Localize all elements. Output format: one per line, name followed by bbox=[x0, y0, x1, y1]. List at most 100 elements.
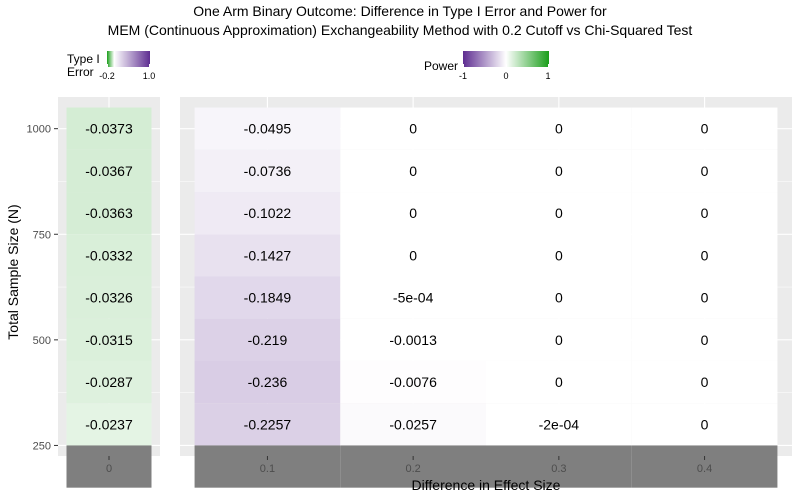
heatmap-cell bbox=[486, 276, 632, 319]
heatmap-cell bbox=[66, 276, 152, 319]
cell-label: -0.0315 bbox=[85, 332, 133, 348]
heatmap-cell bbox=[194, 192, 341, 235]
y-tick-label: 250 bbox=[33, 440, 51, 452]
heatmap-cell bbox=[340, 445, 486, 488]
heatmap-cell bbox=[66, 360, 152, 404]
heatmap-cell bbox=[66, 234, 152, 277]
power-legend-colorbar bbox=[463, 51, 549, 67]
cell-label: -0.0373 bbox=[85, 121, 133, 137]
heatmap-cell bbox=[631, 403, 778, 446]
x-tick-label: 0.3 bbox=[551, 463, 566, 475]
chart-title-line-1: One Arm Binary Outcome: Difference in Ty… bbox=[193, 3, 607, 19]
heatmap-cell bbox=[631, 318, 778, 361]
power-legend-title: Power bbox=[424, 59, 459, 73]
y-tick-label: 500 bbox=[33, 335, 51, 347]
power-legend-tick-min: -1 bbox=[458, 71, 468, 81]
type1-legend-tickmark-max bbox=[149, 64, 150, 67]
power-legend-tickmark-mid bbox=[506, 64, 507, 67]
x-tick-label: 0.2 bbox=[405, 463, 420, 475]
type1-legend-title-line-2: Error bbox=[67, 65, 94, 79]
chart-title: One Arm Binary Outcome: Difference in Ty… bbox=[0, 2, 800, 40]
cell-label: 0 bbox=[409, 163, 417, 179]
heatmap-cell bbox=[486, 192, 632, 235]
heatmap-cell bbox=[66, 445, 152, 488]
heatmap-cell bbox=[194, 445, 341, 488]
cell-label: 0 bbox=[701, 416, 709, 432]
heatmap-cell bbox=[631, 360, 778, 404]
cell-label: 0 bbox=[555, 163, 563, 179]
cell-label: 0 bbox=[701, 247, 709, 263]
heatmap-cell bbox=[486, 318, 632, 361]
cell-label: 0 bbox=[701, 121, 709, 137]
type1-legend-tick-max: 1.0 bbox=[142, 71, 156, 81]
type1-legend-tickmark-min bbox=[107, 64, 108, 67]
heatmap-cell bbox=[194, 318, 341, 361]
y-tick-label: 1000 bbox=[27, 124, 51, 136]
heatmap-cell bbox=[631, 445, 778, 488]
x-tick-label: 0.4 bbox=[697, 463, 712, 475]
cell-label: 0 bbox=[701, 332, 709, 348]
y-axis-label: Total Sample Size (N) bbox=[5, 204, 21, 340]
cell-label: 0 bbox=[555, 332, 563, 348]
heatmap-cell bbox=[486, 403, 632, 446]
cell-label: 0 bbox=[555, 290, 563, 306]
power-legend-tick-max: 1 bbox=[545, 71, 551, 81]
x-tick-label: 0 bbox=[106, 463, 112, 475]
cell-label: -0.236 bbox=[248, 374, 288, 390]
cell-label: -0.0332 bbox=[85, 247, 133, 263]
cell-label: -0.0076 bbox=[389, 374, 437, 390]
x-axis-label: Difference in Effect Size bbox=[411, 477, 561, 493]
x-tick-label: 0.1 bbox=[260, 463, 275, 475]
cell-label: 0 bbox=[409, 205, 417, 221]
cell-label: 0 bbox=[555, 121, 563, 137]
cell-label: -0.1849 bbox=[244, 290, 292, 306]
cell-label: 0 bbox=[409, 247, 417, 263]
heatmap-cell bbox=[486, 107, 632, 150]
heatmap-cell bbox=[631, 276, 778, 319]
heatmap-cell bbox=[194, 360, 341, 404]
cell-label: -5e-04 bbox=[393, 290, 434, 306]
heatmap-cell bbox=[66, 403, 152, 446]
cell-label: -0.0287 bbox=[85, 374, 133, 390]
power-legend-tickmark-max bbox=[548, 64, 549, 67]
heatmap-cell bbox=[486, 149, 632, 193]
cell-label: -0.0237 bbox=[85, 416, 133, 432]
heatmap-cell bbox=[194, 149, 341, 193]
heatmap-cell bbox=[631, 149, 778, 193]
cell-label: -0.2257 bbox=[244, 416, 292, 432]
power-legend-tickmark-min bbox=[463, 64, 464, 67]
chart-title-line-2: MEM (Continuous Approximation) Exchangea… bbox=[107, 22, 693, 38]
cell-label: 0 bbox=[409, 121, 417, 137]
type1-legend-tick-min: -0.2 bbox=[99, 71, 115, 81]
heatmap-cell bbox=[340, 276, 486, 319]
heatmap-cell bbox=[631, 234, 778, 277]
cell-label: -0.0257 bbox=[389, 416, 437, 432]
cell-label: -0.219 bbox=[248, 332, 288, 348]
heatmap-cell bbox=[631, 192, 778, 235]
cell-label: 0 bbox=[701, 374, 709, 390]
heatmap-cell bbox=[66, 107, 152, 150]
heatmap-cell bbox=[340, 192, 486, 235]
cell-label: -0.0363 bbox=[85, 205, 133, 221]
cell-label: 0 bbox=[555, 374, 563, 390]
cell-label: 0 bbox=[555, 247, 563, 263]
heatmap-cell bbox=[340, 107, 486, 150]
cell-label: -0.1022 bbox=[244, 205, 292, 221]
heatmap-cell bbox=[340, 149, 486, 193]
cell-label: -0.1427 bbox=[244, 247, 292, 263]
heatmap-cell bbox=[340, 360, 486, 404]
heatmap-cell bbox=[486, 234, 632, 277]
heatmap-cell bbox=[66, 192, 152, 235]
heatmap-cell bbox=[340, 318, 486, 361]
heatmap-cell bbox=[340, 234, 486, 277]
type1-legend-title: Type I Error bbox=[67, 53, 100, 79]
heatmap-cell bbox=[486, 360, 632, 404]
cell-label: 0 bbox=[701, 290, 709, 306]
heatmap-cell bbox=[631, 107, 778, 150]
cell-label: 0 bbox=[701, 163, 709, 179]
heatmap-cell bbox=[194, 107, 341, 150]
heatmap-cell bbox=[194, 403, 341, 446]
heatmap-cell bbox=[66, 149, 152, 193]
power-legend-tick-mid: 0 bbox=[503, 71, 509, 81]
